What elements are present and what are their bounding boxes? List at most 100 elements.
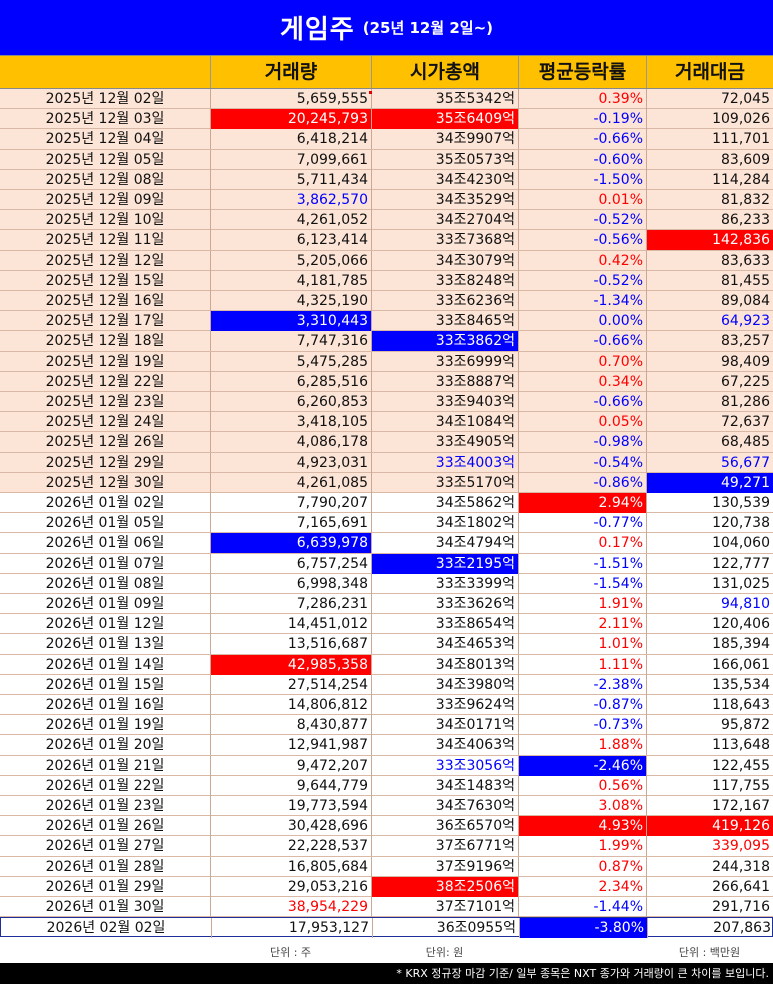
table-row: 2025년 12월 15일 4,181,785 33조8248억 -0.52% 81,4… <box>0 270 773 291</box>
units-row: 단위 : 주 단위: 원 단위 : 백만원 <box>0 943 773 963</box>
date-cell: 2026년 01월 20일 <box>45 737 165 754</box>
page-subtitle: (25년 12월 2일~) <box>362 19 494 37</box>
trade-value-cell: 104,060 <box>646 533 773 554</box>
volume-cell: 9,472,207 <box>210 755 371 776</box>
trade-value-cell: 185,394 <box>646 634 773 655</box>
header-avg-change: 평균등락률 <box>518 56 646 88</box>
unit-trade-value: 단위 : 백만원 <box>678 946 741 959</box>
change-cell: 0.00% <box>518 311 646 332</box>
table-row: 2026년 01월 22일 9,644,779 34조1483억 0.56% 117,7… <box>0 775 773 796</box>
table-header: 거래량 시가총액 평균등락률 거래대금 <box>0 55 773 89</box>
date-cell: 2025년 12월 16일 <box>45 293 165 309</box>
market-cap-cell: 33조4003억 <box>371 452 518 473</box>
market-cap-cell: 33조3399억 <box>371 573 518 594</box>
date-cell: 2025년 12월 29일 <box>45 454 165 471</box>
trade-value-cell: 114,284 <box>646 169 773 190</box>
change-cell: -0.19% <box>518 109 646 130</box>
date-cell: 2026년 01월 02일 <box>45 495 165 511</box>
market-cap-cell: 33조4905억 <box>371 432 518 453</box>
change-cell: -2.38% <box>518 674 646 695</box>
trade-value-cell: 98,409 <box>646 351 773 372</box>
table-row: 2026년 01월 27일 22,228,537 37조6771억 1.99% 339,… <box>0 836 773 857</box>
trade-value-cell: 81,455 <box>646 270 773 291</box>
date-cell: 2026년 01월 14일 <box>45 656 165 673</box>
market-cap-cell: 35조0573억 <box>371 149 518 170</box>
change-cell: -0.66% <box>518 331 646 352</box>
date-cell: 2026년 01월 15일 <box>45 676 165 693</box>
date-cell: 2025년 12월 10일 <box>45 212 165 229</box>
table-row: 2025년 12월 09일 3,862,570 34조3529억 0.01% 81,83… <box>0 190 773 211</box>
trade-value-cell: 266,641 <box>646 876 773 897</box>
change-cell: 0.70% <box>518 351 646 372</box>
date-cell: 2026년 01월 28일 <box>45 858 165 875</box>
date-cell: 2025년 12월 18일 <box>45 333 165 350</box>
volume-cell: 6,639,978 <box>210 533 371 554</box>
date-cell: 2025년 12월 15일 <box>45 272 165 289</box>
volume-cell: 17,953,127 <box>211 918 372 939</box>
volume-cell: 7,099,661 <box>210 149 371 170</box>
table-row: 2026년 01월 16일 14,806,812 33조9624억 -0.87% 118… <box>0 695 773 716</box>
market-cap-cell: 34조1483억 <box>371 775 518 796</box>
table-row: 2025년 12월 22일 6,285,516 33조8887억 0.34% 67,22… <box>0 371 773 392</box>
date-cell: 2026년 01월 26일 <box>45 818 165 835</box>
table-row: 2026년 01월 08일 6,998,348 33조3399억 -1.54% 131,… <box>0 573 773 594</box>
change-cell: 1.11% <box>518 654 646 675</box>
market-cap-cell: 38조2506억 <box>371 876 518 897</box>
header-market-cap: 시가총액 <box>371 56 518 88</box>
volume-cell: 20,245,793 <box>210 109 371 130</box>
change-cell: -0.77% <box>518 513 646 534</box>
market-cap-cell: 35조6409억 <box>371 109 518 130</box>
market-cap-cell: 34조5862억 <box>371 493 518 513</box>
market-cap-cell: 33조8887억 <box>371 371 518 392</box>
table-row: 2025년 12월 30일 4,261,085 33조5170억 -0.86% 49,2… <box>0 472 773 493</box>
trade-value-cell: 130,539 <box>646 493 773 513</box>
table-row: 2026년 01월 28일 16,805,684 37조9196억 0.87% 244,… <box>0 856 773 877</box>
trade-value-cell: 56,677 <box>646 452 773 473</box>
table-row: 2025년 12월 18일 7,747,316 33조3862억 -0.66% 83,2… <box>0 331 773 352</box>
market-cap-cell: 34조7630억 <box>371 796 518 816</box>
date-cell: 2026년 01월 07일 <box>45 555 165 572</box>
trade-value-cell: 120,738 <box>646 513 773 534</box>
market-cap-cell: 36조6570억 <box>371 816 518 837</box>
market-cap-cell: 33조3056억 <box>371 755 518 776</box>
change-cell: 3.08% <box>518 796 646 816</box>
header-volume: 거래량 <box>210 56 371 88</box>
trade-value-cell: 142,836 <box>646 230 773 251</box>
volume-cell: 19,773,594 <box>210 796 371 816</box>
market-cap-cell: 34조3980억 <box>371 674 518 695</box>
change-cell: -1.34% <box>518 291 646 311</box>
table-row: 2025년 12월 04일 6,418,214 34조9907억 -0.66% 111,… <box>0 129 773 150</box>
market-cap-cell: 33조8248억 <box>371 270 518 291</box>
volume-cell: 6,418,214 <box>210 129 371 150</box>
change-cell: -2.46% <box>518 755 646 776</box>
date-cell: 2025년 12월 04일 <box>45 131 165 148</box>
date-cell: 2026년 01월 05일 <box>45 515 165 532</box>
volume-cell: 7,165,691 <box>210 513 371 534</box>
change-cell: -0.54% <box>518 452 646 473</box>
market-cap-cell: 34조9907억 <box>371 129 518 150</box>
market-cap-cell: 34조4794억 <box>371 533 518 554</box>
change-cell: -0.56% <box>518 230 646 251</box>
change-cell: 0.34% <box>518 371 646 392</box>
trade-value-cell: 83,633 <box>646 250 773 271</box>
table-row: 2026년 01월 12일 14,451,012 33조8654억 2.11% 120,… <box>0 614 773 635</box>
market-cap-cell: 33조6236억 <box>371 291 518 311</box>
date-cell: 2025년 12월 17일 <box>45 313 165 330</box>
change-cell: -0.52% <box>518 210 646 231</box>
table-row: 2025년 12월 29일 4,923,031 33조4003억 -0.54% 56,6… <box>0 452 773 473</box>
change-cell: 2.34% <box>518 876 646 897</box>
change-cell: 0.56% <box>518 775 646 796</box>
market-cap-cell: 34조4653억 <box>371 634 518 655</box>
trade-value-cell: 122,777 <box>646 553 773 574</box>
date-cell: 2025년 12월 02일 <box>45 91 165 107</box>
market-cap-cell: 33조8654억 <box>371 614 518 635</box>
trade-value-cell: 95,872 <box>646 715 773 736</box>
change-cell: 1.91% <box>518 594 646 614</box>
market-cap-cell: 33조2195억 <box>371 553 518 574</box>
change-cell: 1.99% <box>518 836 646 857</box>
footnote: * KRX 정규장 마감 기준/ 일부 종목은 NXT 종가와 거래량이 큰 차… <box>0 963 773 984</box>
unit-market-cap: 단위: 원 <box>425 946 464 959</box>
volume-cell: 8,430,877 <box>210 715 371 736</box>
change-cell: -1.51% <box>518 553 646 574</box>
